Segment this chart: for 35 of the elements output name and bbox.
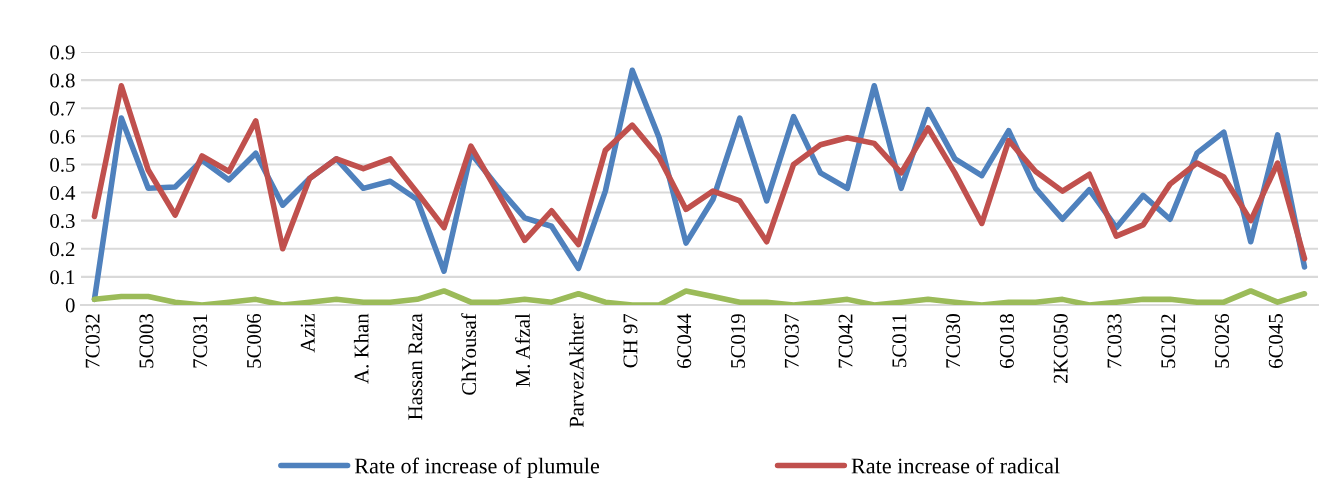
legend-label: Rate of increase of plumule <box>354 457 600 478</box>
y-tick-label: 0.1 <box>50 270 75 285</box>
y-tick-label: 0.4 <box>50 185 76 201</box>
y-tick-label: 0.5 <box>50 157 75 172</box>
x-tick-label: 7C042 <box>838 314 853 368</box>
x-tick-label: 7C030 <box>946 314 961 368</box>
legend-label: Rate increase of radical <box>851 457 1060 474</box>
x-tick-label: 6C018 <box>999 314 1014 368</box>
y-tick-label: 0.7 <box>50 101 75 116</box>
x-tick-label: 7C037 <box>784 313 799 368</box>
y-tick-label: 0 <box>65 298 75 313</box>
x-tick-label: Aziz <box>300 313 315 353</box>
x-tick-label: CH 97 <box>623 313 638 368</box>
x-tick-label: 7C031 <box>193 314 208 368</box>
x-tick-label: Hassan Raza <box>408 313 423 420</box>
x-tick-label: 2KC050 <box>1053 314 1068 383</box>
x-tick-label: 5C019 <box>730 314 746 368</box>
x-tick-label: ChYousaf <box>461 313 477 395</box>
x-tick-label: ParvezAkhter <box>569 313 584 428</box>
y-tick-label: 0.9 <box>50 45 75 60</box>
x-tick-label: 5C012 <box>1161 314 1176 368</box>
x-tick-label: 5C006 <box>246 313 261 368</box>
x-tick-label: A. Khan <box>353 313 369 384</box>
x-tick-label: 7C032 <box>85 314 100 368</box>
x-tick-label: 5C011 <box>892 314 907 367</box>
x-tick-label: 5C003 <box>139 314 154 368</box>
y-tick-label: 0.8 <box>50 73 75 88</box>
x-tick-label: 6C045 <box>1268 314 1283 368</box>
x-tick-label: 5C026 <box>1214 313 1230 368</box>
x-tick-label: 6C044 <box>677 313 692 368</box>
x-tick-label: M. Afzal <box>515 313 530 387</box>
x-tick-label: 7C033 <box>1107 314 1122 368</box>
y-tick-label: 0.6 <box>50 129 75 144</box>
y-tick-label: 0.3 <box>50 214 75 229</box>
y-tick-label: 0.2 <box>50 242 75 257</box>
